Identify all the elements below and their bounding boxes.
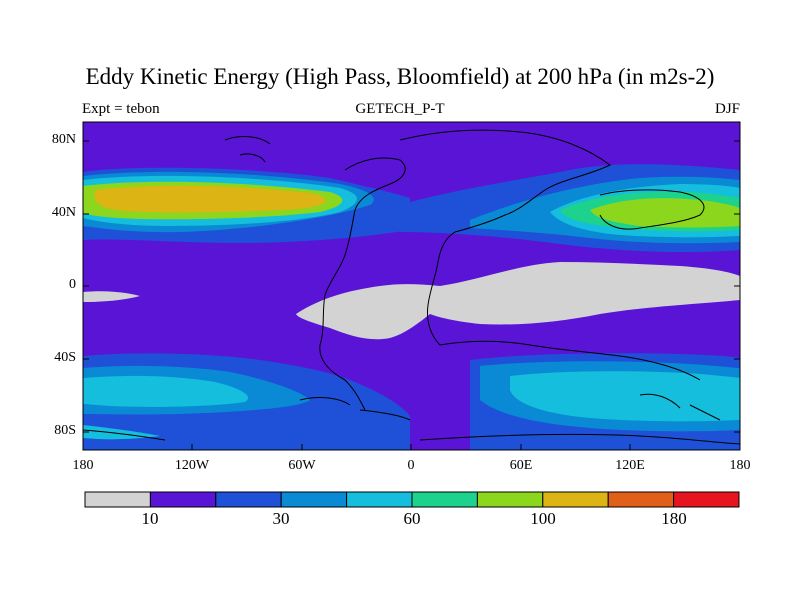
lon-label-120e: 120E	[615, 458, 645, 473]
experiment-label: Expt = tebon	[82, 101, 160, 117]
colorbar-label: 10	[141, 509, 159, 528]
lon-label-0: 0	[407, 458, 415, 473]
axis-ticks	[82, 140, 741, 450]
colorbar	[84, 491, 740, 508]
lon-label-120w: 120W	[174, 458, 210, 473]
lat-label-40s: 40S	[54, 350, 76, 365]
map-field	[83, 122, 740, 450]
lon-label-60w: 60W	[288, 458, 316, 473]
colorbar-box	[673, 491, 740, 508]
colorbar-box	[411, 491, 478, 508]
season-label: DJF	[714, 101, 740, 117]
colorbar-box	[346, 491, 413, 508]
lon-label-180w: 180	[72, 458, 94, 473]
colorbar-box	[149, 491, 217, 508]
model-label: GETECH_P-T	[355, 101, 445, 117]
colorbar-box	[215, 491, 282, 508]
colorbar-label: 60	[403, 509, 421, 528]
colorbar-box	[280, 491, 348, 508]
colorbar-box	[542, 491, 609, 508]
lat-label-40n: 40N	[51, 205, 76, 220]
colorbar-label: 100	[530, 509, 556, 528]
colorbar-box	[84, 491, 151, 508]
colorbar-box	[607, 491, 675, 508]
lon-label-60e: 60E	[509, 458, 533, 473]
lat-label-80s: 80S	[54, 423, 76, 438]
colorbar-box	[476, 491, 544, 508]
lon-label-180e: 180	[729, 458, 751, 473]
plot-title: Eddy Kinetic Energy (High Pass, Bloomfie…	[85, 64, 715, 89]
coastlines	[83, 129, 740, 445]
lat-label-0: 0	[69, 277, 76, 292]
colorbar-label: 180	[661, 509, 687, 528]
lat-label-80n: 80N	[51, 132, 76, 147]
colorbar-label: 30	[272, 509, 290, 528]
